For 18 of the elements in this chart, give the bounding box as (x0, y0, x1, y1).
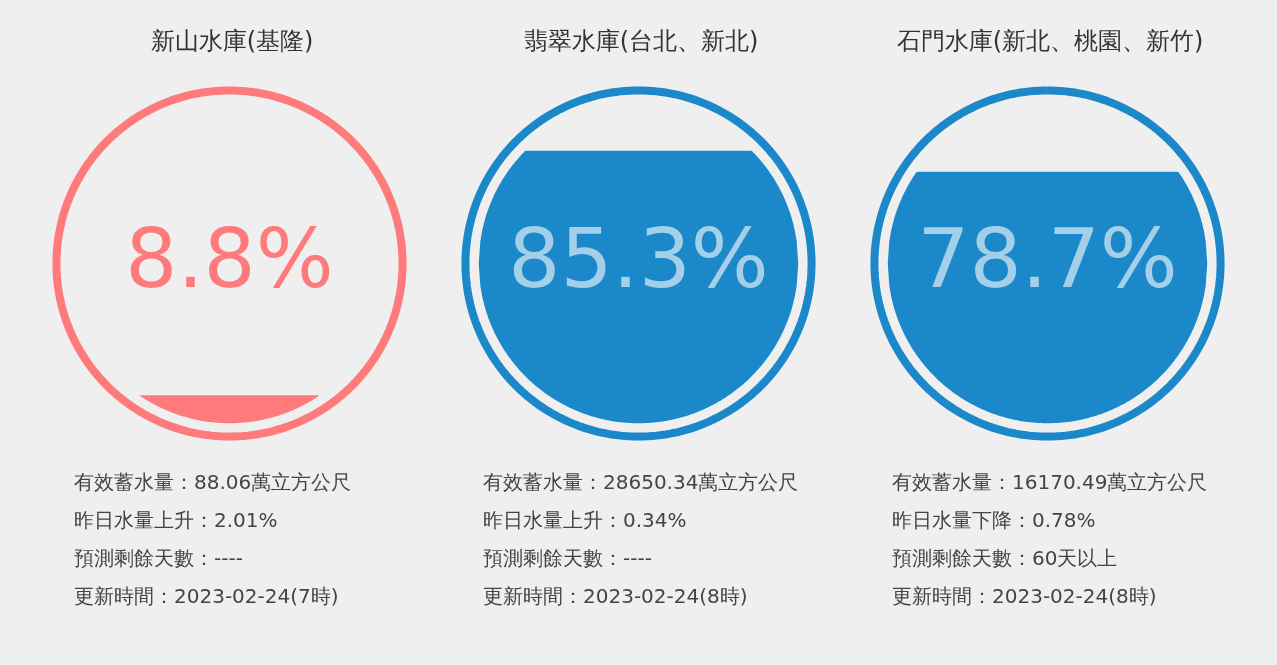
text: 有效蓄水量：28650.34萬立方公尺 (483, 470, 799, 494)
text: 昨日水量上升：0.34% (483, 508, 687, 532)
text: 預測剩餘天數：---- (483, 546, 652, 570)
text: 昨日水量下降：0.78% (892, 508, 1096, 532)
text: 更新時間：2023-02-24(7時) (74, 584, 339, 608)
text: 昨日水量上升：2.01% (74, 508, 278, 532)
text: 更新時間：2023-02-24(8時) (483, 584, 748, 608)
data-label: 8.8% (125, 210, 334, 306)
text: 預測剩餘天數：---- (74, 546, 243, 570)
text: 更新時間：2023-02-24(8時) (892, 584, 1157, 608)
text: 新山水庫(基隆) (150, 27, 314, 56)
text: 石門水庫(新北、桃園、新竹) (896, 27, 1204, 56)
data-label: 78.7% (917, 210, 1178, 306)
text: 翡翠水庫(台北、新北) (523, 27, 759, 56)
data-label: 85.3% (508, 210, 769, 306)
text: 有效蓄水量：16170.49萬立方公尺 (892, 470, 1208, 494)
text: 有效蓄水量：88.06萬立方公尺 (74, 470, 352, 494)
text: 預測剩餘天數：60天以上 (892, 546, 1118, 570)
